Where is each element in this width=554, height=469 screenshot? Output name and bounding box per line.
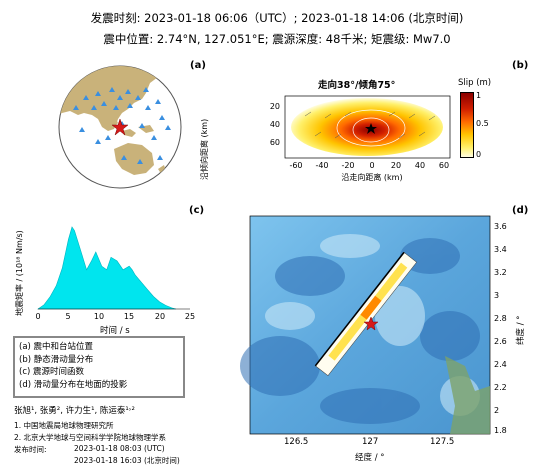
slip-xlabel: 沿走向距离 (km)	[341, 172, 402, 182]
station-globe	[58, 65, 182, 189]
map-xtick: 126.5	[284, 437, 309, 447]
colorbar-title: Slip (m)	[458, 78, 492, 88]
stf-xtick: 15	[124, 312, 134, 321]
colorbar-tick: 0.5	[476, 119, 489, 128]
map-ytick: 3	[494, 291, 500, 300]
slip-xtick: 0	[369, 161, 374, 170]
slip-map	[284, 95, 451, 159]
publish-beijing: 2023-01-18 16:03 (北京时间)	[74, 456, 180, 465]
authors: 张旭¹, 张勇², 许力生¹, 陈运泰¹˒²	[14, 406, 135, 416]
publish-label: 发布时间:	[14, 445, 47, 454]
epicenter-star	[111, 118, 129, 136]
map-ytick: 2.4	[494, 360, 507, 369]
stf-ylabel: 地震矩率 / (10¹⁸ Nm/s)	[15, 230, 24, 316]
slip-xtick: 60	[439, 161, 449, 170]
slip-xtick: 40	[415, 161, 425, 170]
colorbar-tick: 0	[476, 150, 482, 159]
map-ytick: 2.8	[494, 314, 507, 323]
slip-axes: 20 40 60 -60 -40 -20 0 20 40 60 沿走向距离 (k…	[270, 102, 449, 182]
colorbar	[460, 92, 474, 158]
map-xlabel: 经度 / °	[355, 453, 385, 463]
map-ytick: 3.4	[494, 245, 507, 254]
map-yticks: 3.6 3.4 3.2 3 2.8 2.6 2.4 2.2 2 1.8	[494, 216, 524, 435]
panel-c-label: (c)	[189, 205, 205, 216]
stf-xtick: 20	[155, 312, 165, 321]
stf-area-group	[37, 226, 177, 310]
legend-item: (b) 静态滑动量分布	[19, 354, 94, 365]
publish-utc: 2023-01-18 08:03 (UTC)	[74, 444, 165, 453]
epicenter-star	[363, 316, 379, 331]
colorbar-tick: 1	[476, 91, 482, 100]
stf-plot: 0 5 10 15 20 25	[35, 226, 195, 321]
panel-a-label: (a)	[190, 60, 206, 71]
stf-xtick: 5	[65, 312, 70, 321]
stf-xtick: 25	[185, 312, 195, 321]
stf-xlabel: 时间 / s	[100, 326, 130, 336]
map-ytick: 1.8	[494, 426, 507, 435]
epicenter-info: 震中位置: 2.74°N, 127.051°E; 震源深度: 48千米; 矩震级…	[103, 32, 451, 46]
stf-area	[37, 226, 177, 310]
station-markers	[73, 87, 171, 164]
stf-xtick: 10	[94, 312, 104, 321]
legend-item: (a) 震中和台站位置	[19, 342, 94, 352]
slip-projection-map	[240, 215, 491, 435]
panel-b-label: (b)	[512, 60, 529, 71]
slip-ytick: 20	[270, 102, 280, 111]
slip-title: 走向38°/倾角75°	[318, 80, 396, 91]
map-xtick: 127	[362, 437, 379, 447]
legend-item: (d) 滑动量分布在地面的投影	[19, 379, 128, 390]
slip-xtick: -20	[341, 161, 354, 170]
origin-time: 发震时刻: 2023-01-18 06:06（UTC）; 2023-01-18 …	[90, 11, 464, 25]
panel-d-label: (d)	[512, 205, 529, 216]
map-ytick: 2	[494, 406, 500, 415]
panel-legend: (a) 震中和台站位置 (b) 静态滑动量分布 (c) 震源时间函数 (d) 滑…	[13, 336, 185, 398]
slip-xtick: -40	[315, 161, 328, 170]
map-xtick: 127.5	[430, 437, 455, 447]
affiliation-1: 1. 中国地震局地球物理研究所	[14, 421, 114, 430]
map-ylabel: 纬度 / °	[516, 315, 526, 345]
stf-xtick: 0	[35, 312, 40, 321]
map-ytick: 3.2	[494, 268, 507, 277]
map-ytick: 2.2	[494, 383, 507, 392]
affiliation-2: 2. 北京大学地球与空间科学学院地球物理学系	[14, 433, 167, 442]
map-ytick: 2.6	[494, 337, 507, 346]
slip-xtick: 20	[391, 161, 401, 170]
map-ytick: 3.6	[494, 222, 507, 231]
legend-item: (c) 震源时间函数	[19, 367, 85, 377]
slip-ytick: 60	[270, 138, 280, 147]
slip-xtick: -60	[289, 161, 302, 170]
slip-ylabel: 沿倾向距离 (km)	[200, 118, 209, 180]
slip-ytick: 40	[270, 120, 280, 129]
